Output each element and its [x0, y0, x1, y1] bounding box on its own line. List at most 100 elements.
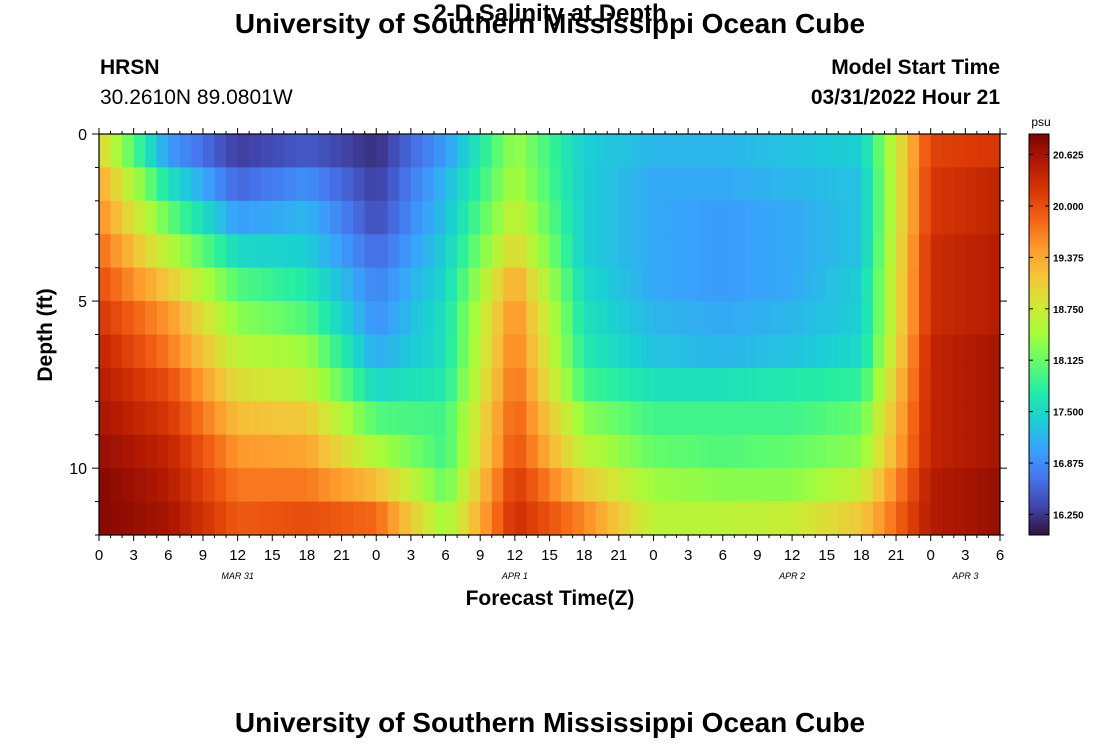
- colorbar-units: psu: [1031, 115, 1050, 129]
- heatmap-cell: [468, 200, 481, 235]
- heatmap-cell: [272, 200, 285, 235]
- heatmap-cell: [653, 334, 666, 369]
- heatmap-cell: [745, 234, 759, 269]
- model-start-value: 03/31/2022 Hour 21: [810, 86, 1000, 109]
- heatmap-cell: [768, 301, 782, 336]
- heatmap-cell: [861, 167, 874, 202]
- heatmap-cell: [745, 267, 759, 302]
- x-axis: 0 3 6 9 12 15 18 21 0 3 6 9 12 15 18 21 0 3 6 9 12 15 18 21 0 3 6 M…: [95, 128, 1004, 581]
- heatmap-cell: [549, 134, 562, 169]
- heatmap-cell: [330, 200, 343, 235]
- heatmap-cell: [514, 134, 527, 169]
- heatmap-cell: [572, 301, 585, 336]
- heatmap-cell: [457, 468, 470, 503]
- heatmap-cell: [688, 301, 701, 336]
- heatmap-cell: [896, 367, 909, 402]
- heatmap-cell: [665, 468, 678, 503]
- heatmap-cell: [665, 200, 678, 235]
- heatmap-cell: [364, 167, 377, 202]
- heatmap-cell: [872, 468, 886, 503]
- heatmap-cell: [387, 501, 400, 535]
- heatmap-cell: [884, 334, 897, 369]
- heatmap-cell: [237, 301, 250, 336]
- heatmap-cell: [330, 434, 343, 469]
- heatmap-cell: [133, 401, 146, 436]
- heatmap-cell: [665, 234, 678, 269]
- heatmap-cell: [757, 367, 770, 402]
- heatmap-cell: [711, 434, 724, 469]
- heatmap-cell: [341, 301, 354, 336]
- heatmap-cell: [965, 200, 978, 235]
- heatmap-cell: [526, 167, 539, 202]
- heatmap-cell: [676, 468, 689, 503]
- x-tick-label: 0: [95, 547, 103, 564]
- heatmap-cell: [711, 468, 724, 503]
- heatmap-cell: [376, 200, 389, 235]
- heatmap-cell: [514, 334, 527, 369]
- heatmap-cell: [318, 501, 331, 535]
- colorbar-tick-label: 19.375: [1053, 253, 1084, 264]
- x-tick-label: 0: [649, 547, 657, 564]
- heatmap-cell: [584, 401, 597, 436]
- heatmap-cell: [99, 167, 112, 202]
- heatmap-cell: [306, 234, 320, 269]
- heatmap-cell: [156, 367, 169, 402]
- heatmap-cell: [514, 200, 527, 235]
- heatmap-cell: [272, 367, 285, 402]
- heatmap-cell: [364, 501, 377, 535]
- heatmap-cell: [919, 167, 932, 202]
- heatmap-cell: [572, 200, 585, 235]
- heatmap-cell: [722, 267, 735, 302]
- heatmap-cell: [653, 167, 666, 202]
- heatmap-cell: [145, 234, 158, 269]
- heatmap-cell: [191, 468, 204, 503]
- x-tick-label: 6: [441, 547, 449, 564]
- heatmap-cell: [780, 134, 793, 169]
- heatmap-cell: [272, 468, 285, 503]
- heatmap-cell: [122, 501, 135, 535]
- heatmap-cell: [364, 401, 377, 436]
- heatmap-cell: [156, 334, 169, 369]
- heatmap-cell: [122, 434, 135, 469]
- heatmap-cell: [168, 434, 181, 469]
- heatmap-cell: [468, 334, 481, 369]
- heatmap-cell: [803, 267, 816, 302]
- x-tick-label: 0: [927, 547, 935, 564]
- heatmap-cell: [561, 367, 574, 402]
- heatmap-cell: [930, 200, 943, 235]
- heatmap-cell: [896, 267, 909, 302]
- heatmap-cell: [283, 134, 296, 169]
- heatmap-cell: [156, 267, 169, 302]
- x-tick-label: 3: [129, 547, 137, 564]
- heatmap-cell: [988, 468, 1000, 503]
- heatmap-cell: [780, 501, 793, 535]
- heatmap-cell: [237, 200, 250, 235]
- heatmap-cell: [976, 234, 990, 269]
- heatmap-cell: [110, 267, 123, 302]
- heatmap-cell: [99, 267, 112, 302]
- heatmap-cell: [399, 501, 412, 535]
- heatmap-cell: [480, 434, 493, 469]
- heatmap-cell: [618, 134, 631, 169]
- heatmap-cell: [826, 468, 839, 503]
- heatmap-cell: [572, 267, 585, 302]
- heatmap-cell: [595, 134, 608, 169]
- heatmap-cell: [618, 434, 631, 469]
- heatmap-cell: [595, 468, 608, 503]
- heatmap-cell: [318, 267, 331, 302]
- heatmap-cell: [976, 267, 990, 302]
- heatmap-cell: [757, 468, 770, 503]
- heatmap-cell: [122, 367, 135, 402]
- heatmap-cell: [872, 267, 886, 302]
- heatmap-cell: [214, 468, 227, 503]
- heatmap-cell: [572, 334, 585, 369]
- heatmap-cell: [849, 267, 862, 302]
- heatmap-cell: [549, 401, 562, 436]
- heatmap-cell: [722, 401, 735, 436]
- heatmap-cell: [341, 501, 354, 535]
- heatmap-cell: [133, 134, 146, 169]
- heatmap-cell: [896, 200, 909, 235]
- heatmap-cell: [537, 267, 551, 302]
- heatmap-cell: [99, 334, 112, 369]
- heatmap-cell: [711, 200, 724, 235]
